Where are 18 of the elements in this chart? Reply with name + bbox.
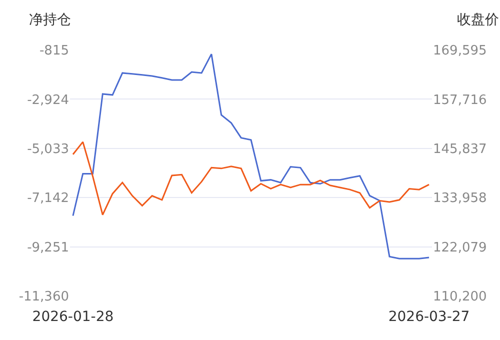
y2-tick-label: 145,837: [433, 142, 487, 157]
y2-tick-label: 133,958: [433, 191, 487, 206]
y-tick-label: -7,142: [27, 191, 69, 206]
y-tick-label: -2,924: [27, 92, 69, 108]
y-axis-title: 净持仓: [29, 12, 71, 28]
y-tick-label: -11,360: [18, 290, 69, 305]
y2-tick-label: 157,716: [433, 92, 487, 108]
y2-tick-label: 169,595: [433, 44, 487, 59]
y-tick-label: -815: [39, 44, 69, 59]
line-series: [72, 53, 430, 260]
y-tick-label: -9,251: [27, 240, 69, 256]
y-tick-label: -5,033: [27, 142, 69, 157]
x-tick-label: 2026-01-28: [32, 309, 114, 325]
line-series: [72, 141, 430, 216]
x-tick-label: 2026-03-27: [388, 309, 470, 325]
y2-tick-label: 110,200: [433, 290, 487, 305]
y2-axis-title: 收盘价: [457, 12, 499, 28]
y2-tick-label: 122,079: [433, 240, 487, 256]
